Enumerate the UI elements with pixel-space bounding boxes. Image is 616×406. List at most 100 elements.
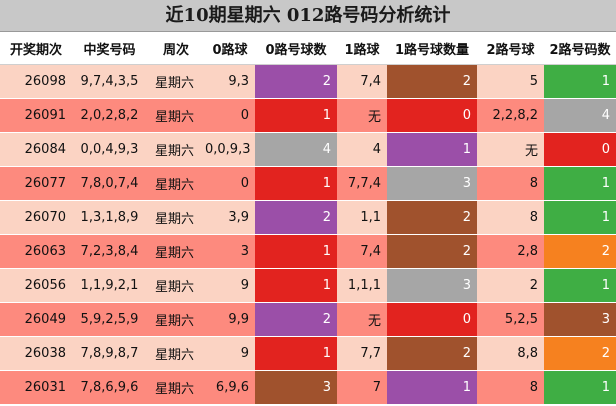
cell-weekday: 星期六 bbox=[147, 98, 205, 133]
cell-road1: 7,4 bbox=[337, 234, 387, 269]
header-road1: 1路球 bbox=[337, 32, 387, 65]
cell-road0: 6,9,6 bbox=[205, 370, 255, 405]
cell-numbers: 7,8,0,7,4 bbox=[72, 166, 147, 201]
cell-road2-count: 2 bbox=[544, 234, 616, 269]
cell-numbers: 7,8,6,9,6 bbox=[72, 370, 147, 405]
cell-period: 26077 bbox=[0, 166, 72, 201]
table-row: 26084 0,0,4,9,3 星期六 0,0,9,3 4 4 1 无 0 bbox=[0, 132, 616, 167]
cell-road0-count: 1 bbox=[255, 234, 337, 269]
cell-road0: 3,9 bbox=[205, 200, 255, 235]
cell-road0: 0 bbox=[205, 166, 255, 201]
cell-period: 26098 bbox=[0, 64, 72, 99]
cell-road2-count: 3 bbox=[544, 302, 616, 337]
cell-road0-count: 1 bbox=[255, 268, 337, 303]
cell-road0-count: 2 bbox=[255, 64, 337, 99]
cell-numbers: 5,9,2,5,9 bbox=[72, 302, 147, 337]
header-row: 开奖期次 中奖号码 周次 0路球 0路号球数 1路球 1路号球数量 2路号球 2… bbox=[0, 32, 616, 65]
cell-road2-count: 1 bbox=[544, 64, 616, 99]
cell-weekday: 星期六 bbox=[147, 336, 205, 371]
cell-road1: 7 bbox=[337, 370, 387, 405]
cell-weekday: 星期六 bbox=[147, 64, 205, 99]
cell-road2: 8 bbox=[477, 166, 544, 201]
cell-road2: 2,2,8,2 bbox=[477, 98, 544, 133]
cell-road0: 9 bbox=[205, 268, 255, 303]
cell-road2-count: 1 bbox=[544, 200, 616, 235]
cell-numbers: 7,2,3,8,4 bbox=[72, 234, 147, 269]
cell-weekday: 星期六 bbox=[147, 166, 205, 201]
header-period: 开奖期次 bbox=[0, 32, 72, 65]
cell-period: 26038 bbox=[0, 336, 72, 371]
cell-road1-count: 2 bbox=[387, 336, 477, 371]
cell-numbers: 7,8,9,8,7 bbox=[72, 336, 147, 371]
cell-road1-count: 2 bbox=[387, 64, 477, 99]
cell-road1: 4 bbox=[337, 132, 387, 167]
cell-road2: 8 bbox=[477, 200, 544, 235]
road-analysis-table: 开奖期次 中奖号码 周次 0路球 0路号球数 1路球 1路号球数量 2路号球 2… bbox=[0, 32, 616, 405]
cell-road0: 9 bbox=[205, 336, 255, 371]
cell-road2: 5 bbox=[477, 64, 544, 99]
cell-road2: 8 bbox=[477, 370, 544, 405]
cell-road0: 0,0,9,3 bbox=[205, 132, 255, 167]
cell-road1-count: 0 bbox=[387, 98, 477, 133]
table-row: 26056 1,1,9,2,1 星期六 9 1 1,1,1 3 2 1 bbox=[0, 268, 616, 303]
cell-numbers: 1,1,9,2,1 bbox=[72, 268, 147, 303]
cell-road0: 0 bbox=[205, 98, 255, 133]
header-road2: 2路号球 bbox=[477, 32, 544, 65]
cell-numbers: 2,0,2,8,2 bbox=[72, 98, 147, 133]
table-row: 26063 7,2,3,8,4 星期六 3 1 7,4 2 2,8 2 bbox=[0, 234, 616, 269]
cell-period: 26031 bbox=[0, 370, 72, 405]
cell-numbers: 1,3,1,8,9 bbox=[72, 200, 147, 235]
cell-road1-count: 2 bbox=[387, 200, 477, 235]
cell-road2-count: 0 bbox=[544, 132, 616, 167]
header-road1-count: 1路号球数量 bbox=[387, 32, 477, 65]
header-weekday: 周次 bbox=[147, 32, 205, 65]
cell-road2: 5,2,5 bbox=[477, 302, 544, 337]
cell-period: 26056 bbox=[0, 268, 72, 303]
cell-road0: 3 bbox=[205, 234, 255, 269]
cell-road2: 2 bbox=[477, 268, 544, 303]
table-row: 26031 7,8,6,9,6 星期六 6,9,6 3 7 1 8 1 bbox=[0, 370, 616, 405]
cell-period: 26084 bbox=[0, 132, 72, 167]
header-road0-count: 0路号球数 bbox=[255, 32, 337, 65]
cell-numbers: 0,0,4,9,3 bbox=[72, 132, 147, 167]
cell-road0-count: 1 bbox=[255, 98, 337, 133]
table-row: 26038 7,8,9,8,7 星期六 9 1 7,7 2 8,8 2 bbox=[0, 336, 616, 371]
cell-road0-count: 4 bbox=[255, 132, 337, 167]
cell-road1-count: 1 bbox=[387, 370, 477, 405]
cell-road1-count: 2 bbox=[387, 234, 477, 269]
cell-road1-count: 3 bbox=[387, 166, 477, 201]
cell-road2-count: 1 bbox=[544, 268, 616, 303]
cell-road2-count: 1 bbox=[544, 166, 616, 201]
cell-road1: 1,1,1 bbox=[337, 268, 387, 303]
cell-road0-count: 1 bbox=[255, 166, 337, 201]
cell-road1: 无 bbox=[337, 302, 387, 337]
table-row: 26077 7,8,0,7,4 星期六 0 1 7,7,4 3 8 1 bbox=[0, 166, 616, 201]
table-row: 26091 2,0,2,8,2 星期六 0 1 无 0 2,2,8,2 4 bbox=[0, 98, 616, 133]
cell-weekday: 星期六 bbox=[147, 132, 205, 167]
header-road2-count: 2路号码数 bbox=[544, 32, 616, 65]
cell-weekday: 星期六 bbox=[147, 268, 205, 303]
cell-weekday: 星期六 bbox=[147, 370, 205, 405]
cell-road1: 7,4 bbox=[337, 64, 387, 99]
cell-road1-count: 3 bbox=[387, 268, 477, 303]
table-row: 26098 9,7,4,3,5 星期六 9,3 2 7,4 2 5 1 bbox=[0, 64, 616, 99]
cell-road0-count: 3 bbox=[255, 370, 337, 405]
cell-road1: 7,7 bbox=[337, 336, 387, 371]
cell-road2: 8,8 bbox=[477, 336, 544, 371]
cell-road1-count: 1 bbox=[387, 132, 477, 167]
cell-road2: 无 bbox=[477, 132, 544, 167]
cell-road2: 2,8 bbox=[477, 234, 544, 269]
cell-road0-count: 1 bbox=[255, 336, 337, 371]
cell-weekday: 星期六 bbox=[147, 302, 205, 337]
cell-road2-count: 1 bbox=[544, 370, 616, 405]
header-numbers: 中奖号码 bbox=[72, 32, 147, 65]
cell-road1: 1,1 bbox=[337, 200, 387, 235]
header-road0: 0路球 bbox=[205, 32, 255, 65]
cell-numbers: 9,7,4,3,5 bbox=[72, 64, 147, 99]
cell-road0: 9,3 bbox=[205, 64, 255, 99]
cell-weekday: 星期六 bbox=[147, 200, 205, 235]
cell-road0-count: 2 bbox=[255, 302, 337, 337]
cell-road1-count: 0 bbox=[387, 302, 477, 337]
page-title: 近10期星期六 012路号码分析统计 bbox=[0, 0, 616, 32]
